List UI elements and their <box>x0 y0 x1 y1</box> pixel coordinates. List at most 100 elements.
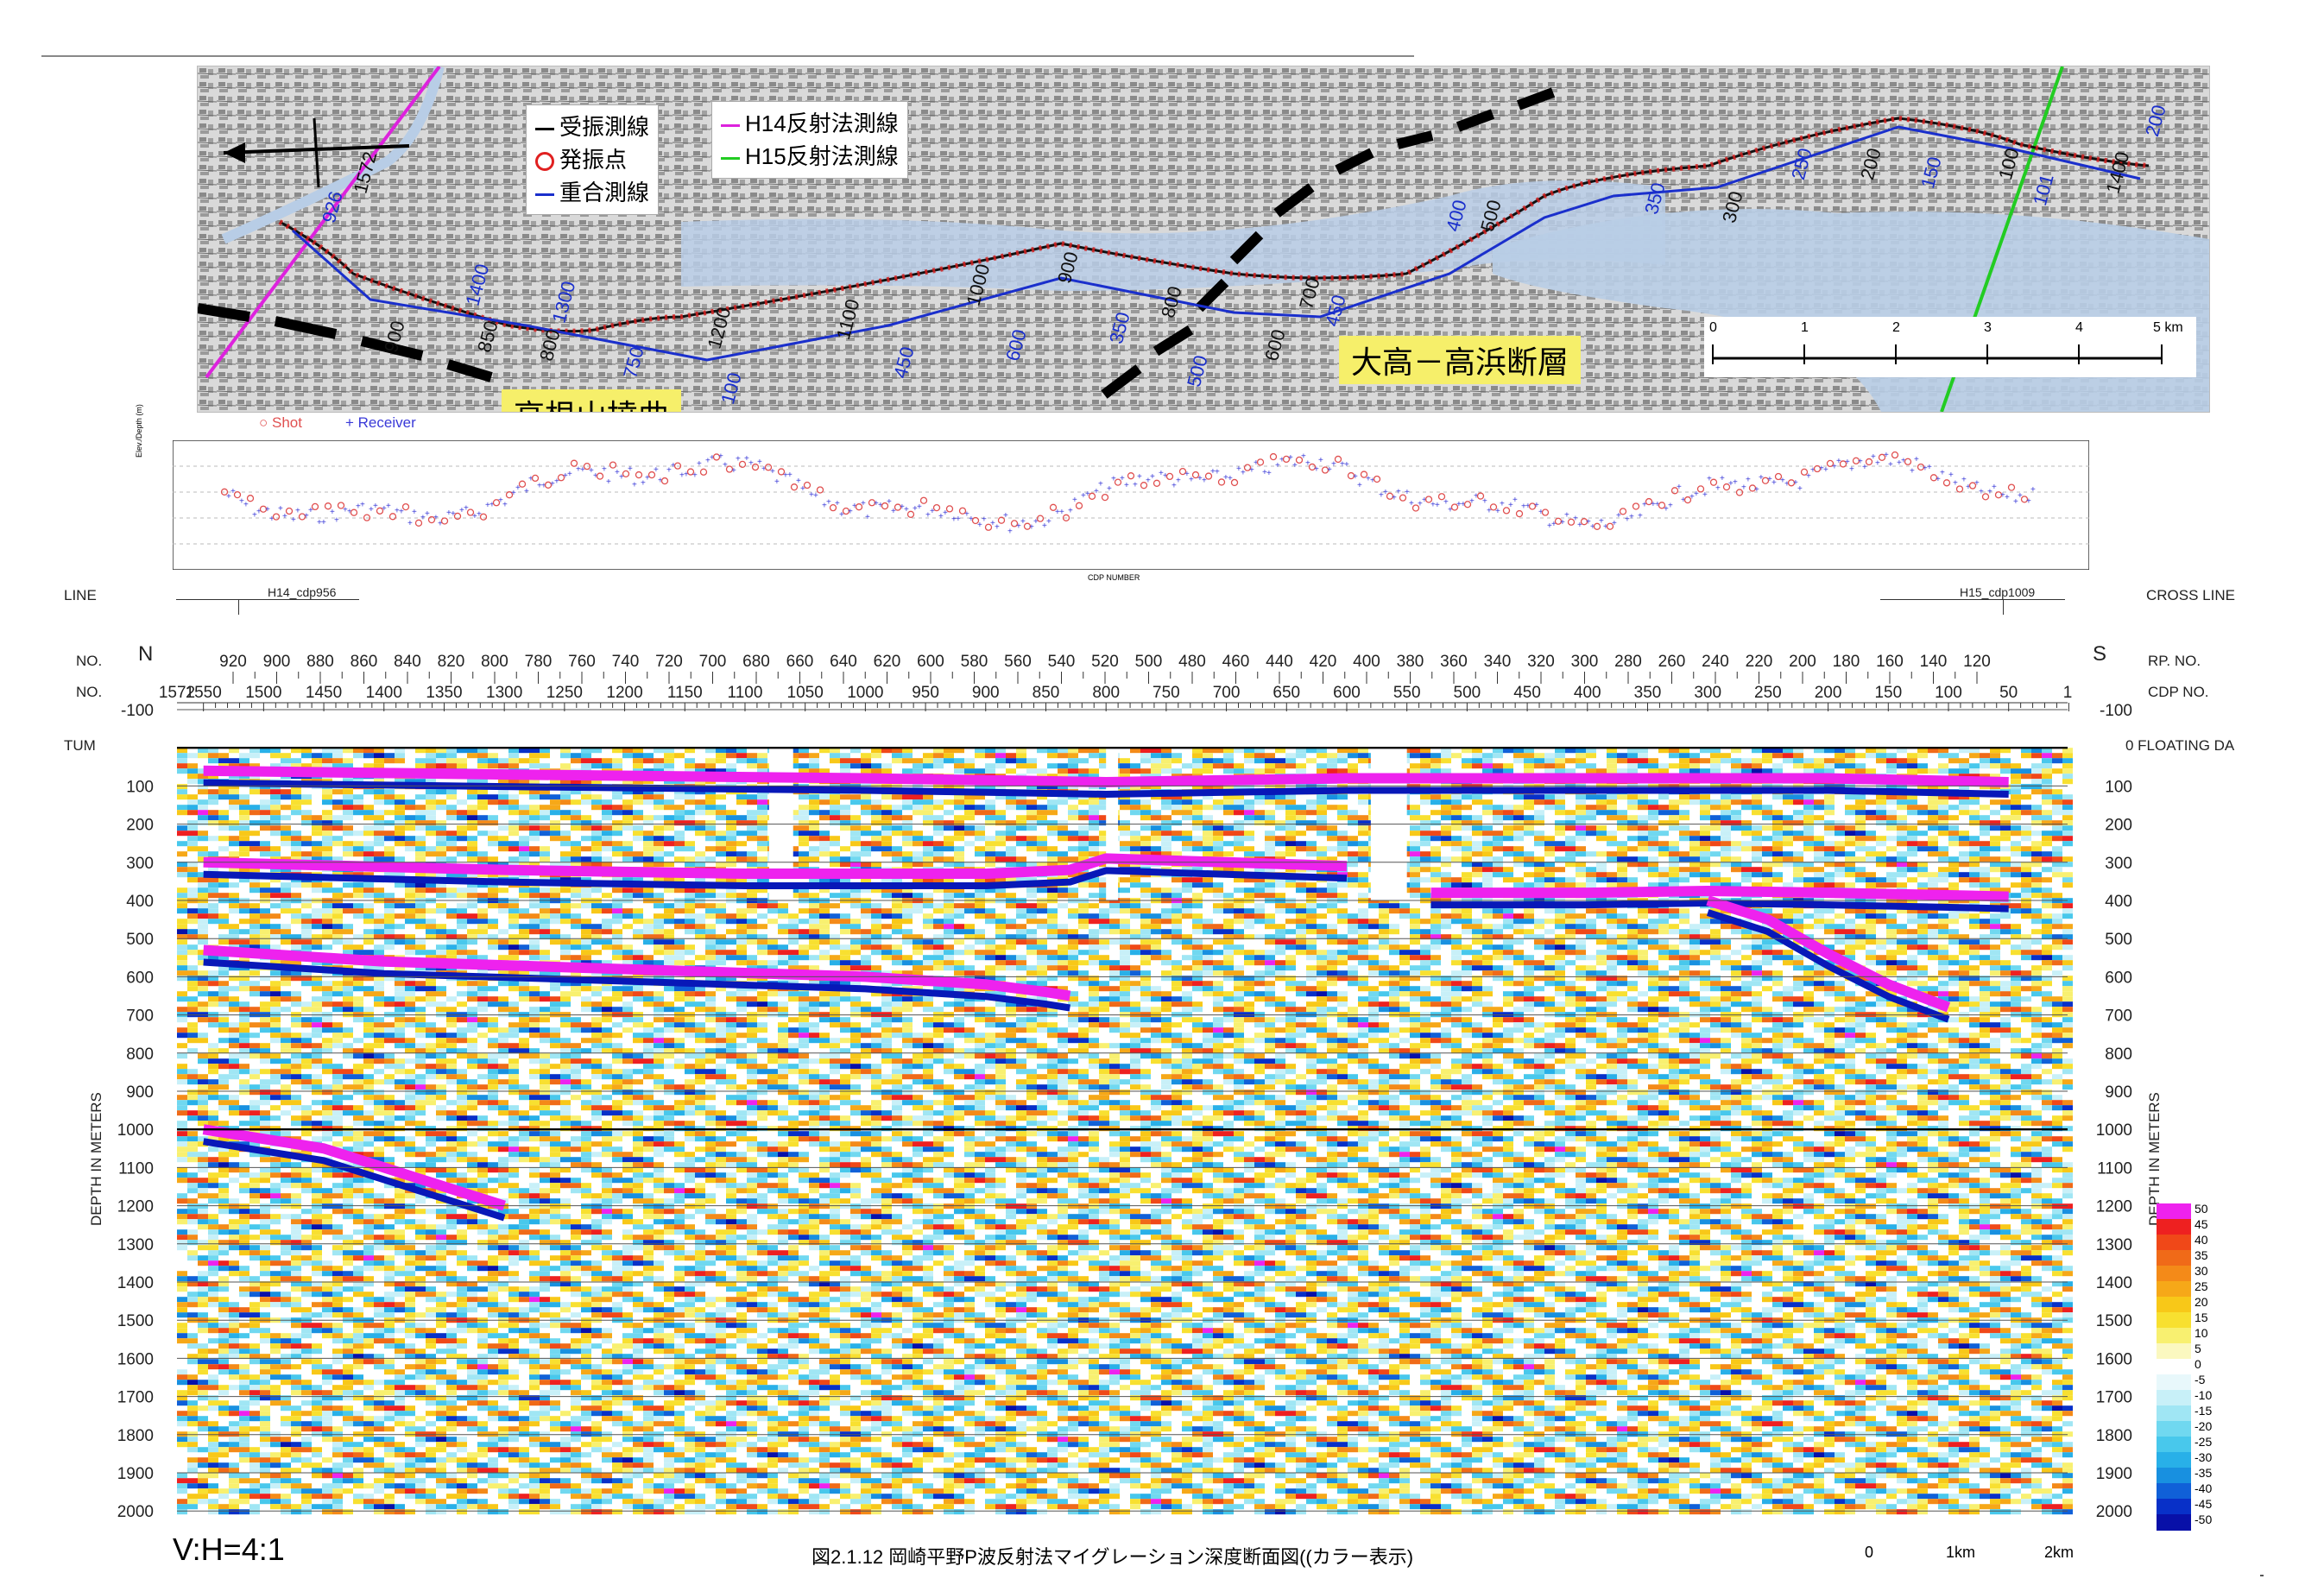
qc-receiver-point: + <box>1560 518 1565 527</box>
colorbar-swatch <box>2157 1437 2191 1453</box>
qc-shot-point <box>1670 487 1679 495</box>
qc-receiver-point: + <box>1124 481 1129 490</box>
qc-receiver-point: + <box>969 515 974 524</box>
qc-receiver-point: + <box>1448 505 1453 515</box>
qc-receiver-point: + <box>485 501 490 510</box>
rp-tick-label: 280 <box>1614 653 1642 671</box>
reflector-300m-trough <box>203 867 1348 890</box>
colorbar-label: 45 <box>2195 1217 2208 1231</box>
qc-shot-point <box>842 507 850 515</box>
qc-receiver-point: + <box>1694 489 1699 499</box>
colorbar-swatch <box>2157 1405 2191 1422</box>
qc-receiver-point: + <box>679 471 685 481</box>
qc-shot-point <box>1295 456 1304 464</box>
qc-shot-point <box>376 507 384 515</box>
qc-receiver-point: + <box>1655 500 1660 509</box>
qc-receiver-point: + <box>1055 508 1060 517</box>
qc-shot-point <box>1463 501 1472 508</box>
qc-receiver-point: + <box>1314 465 1319 475</box>
qc-shot-point <box>1891 451 1899 459</box>
qc-receiver-point: + <box>861 499 866 508</box>
colorbar-swatch <box>2157 1343 2191 1360</box>
cdp-tick-label: 1 <box>2063 684 2073 702</box>
scale-1: 1 <box>1801 320 1809 336</box>
qc-receiver-point: + <box>1474 492 1479 502</box>
legend-h15: H15反射法測線 <box>721 140 899 173</box>
qc-shot-point <box>1567 518 1576 526</box>
qc-receiver-point: + <box>550 479 555 489</box>
qc-receiver-point: + <box>1819 464 1824 473</box>
qc-shot-point <box>233 490 242 499</box>
depth-tick-left: -100 <box>121 702 154 720</box>
depth-tick-right: 1600 <box>2096 1350 2132 1368</box>
cross-line-label: CROSS LINE <box>2146 587 2235 604</box>
qc-receiver-point: + <box>770 467 775 477</box>
scale-3: 3 <box>1984 320 1992 336</box>
qc-receiver-point: + <box>464 504 469 514</box>
depth-tick-left: 1000 <box>117 1121 154 1140</box>
qc-receiver-point: + <box>852 502 857 511</box>
cdp-no-label: CDP NO. <box>2148 684 2209 701</box>
qc-shot-point <box>1217 478 1226 486</box>
qc-shot-point <box>1541 508 1550 516</box>
colorbar-swatch <box>2157 1235 2191 1251</box>
qc-receiver-point: + <box>1746 476 1751 485</box>
qc-receiver-point: + <box>761 464 767 474</box>
qc-receiver-point: + <box>1029 523 1034 533</box>
qc-receiver-point: + <box>1702 490 1708 500</box>
qc-shot-point <box>1437 493 1446 501</box>
qc-shot-point <box>751 463 760 471</box>
rp-tick-label: 920 <box>219 653 247 671</box>
colorbar-swatch <box>2157 1483 2191 1500</box>
qc-shot-point <box>414 519 423 527</box>
deep-reflector-trough <box>203 1138 506 1222</box>
colorbar-label: -20 <box>2195 1419 2212 1433</box>
qc-receiver-point: + <box>658 477 663 486</box>
qc-receiver-point: + <box>1443 498 1449 508</box>
qc-receiver-point: + <box>1370 477 1375 486</box>
depth-tick-right: 1700 <box>2096 1389 2132 1407</box>
qc-shot-point <box>1761 477 1770 484</box>
qc-receiver-point: + <box>744 454 749 464</box>
qc-receiver-point: + <box>451 509 456 519</box>
qc-shot-point <box>997 516 1006 524</box>
colorbar-label: -15 <box>2195 1404 2212 1418</box>
depth-tick-left: 800 <box>126 1045 154 1064</box>
qc-receiver-point: + <box>1832 462 1837 471</box>
cdp-tick-label: 1150 <box>667 684 703 702</box>
qc-shot-point <box>1411 504 1420 512</box>
qc-legend-receiver: + Receiver <box>345 414 416 432</box>
depth-tick-right: 500 <box>2105 931 2132 949</box>
qc-shot-point <box>906 510 915 518</box>
colorbar-label: 0 <box>2195 1357 2201 1371</box>
qc-receiver-point: + <box>459 506 464 515</box>
magenta-line-icon <box>721 123 740 127</box>
qc-receiver-point: + <box>619 472 624 482</box>
qc-shot-point <box>1334 455 1342 464</box>
qc-receiver-point: + <box>1923 464 1928 474</box>
colorbar-swatch <box>2157 1297 2191 1313</box>
rp-tick-label: 440 <box>1266 653 1293 671</box>
qc-receiver-point: + <box>1184 470 1190 479</box>
qc-receiver-point: + <box>1249 466 1254 476</box>
qc-shot-point <box>1010 520 1019 527</box>
depth-tick-right: -100 <box>2100 702 2132 720</box>
qc-shot-point <box>790 483 799 491</box>
qc-receiver-point: + <box>1210 467 1216 477</box>
cdp-tick-label: 450 <box>1513 684 1541 702</box>
qc-receiver-point: + <box>1461 500 1466 509</box>
qc-shot-point <box>557 474 565 482</box>
depth-tick-right: 1800 <box>2096 1427 2132 1445</box>
qc-receiver-point: + <box>822 502 827 511</box>
qc-shot-point <box>1399 494 1407 502</box>
colorbar-label: 5 <box>2195 1342 2201 1355</box>
cdp-tick-label: 100 <box>1935 684 1962 702</box>
rp-tick-label: 400 <box>1353 653 1380 671</box>
fault-label-odaka: 大高－高浜断層 <box>1339 336 1582 384</box>
qc-receiver-point: + <box>1547 521 1552 531</box>
depth-tick-right: 1400 <box>2096 1274 2132 1292</box>
qc-shot-point <box>1852 457 1860 464</box>
odaka-takahama-fault <box>1101 87 1556 399</box>
depth-tick-left: 1500 <box>117 1312 154 1330</box>
cdp-tick-label: 1350 <box>426 684 462 702</box>
